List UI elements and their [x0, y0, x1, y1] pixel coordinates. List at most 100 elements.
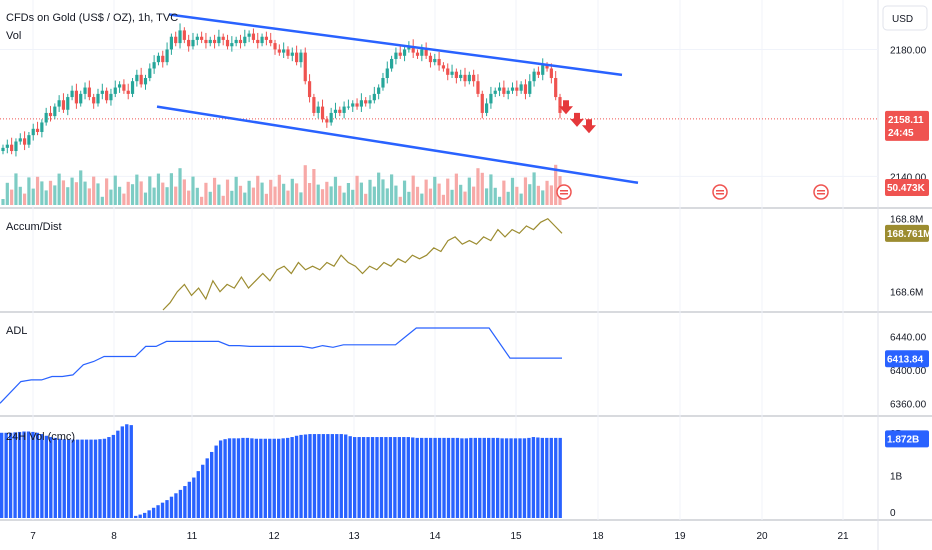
- candle-body: [70, 90, 74, 98]
- vol24-bar: [308, 434, 312, 518]
- candle-body: [156, 55, 161, 63]
- vol24-bar: [281, 438, 285, 518]
- volume-bar: [234, 176, 238, 205]
- volume-bar: [1, 199, 5, 205]
- candle-body: [22, 138, 27, 145]
- volume-bar: [105, 178, 109, 205]
- vol24-bar: [478, 437, 482, 518]
- vol24-bar: [134, 515, 138, 518]
- vol24-bar: [53, 437, 57, 518]
- vol24-bar: [31, 431, 35, 518]
- accum-last-value-bg: [885, 224, 929, 242]
- volume-bar: [489, 174, 493, 205]
- candle-body: [385, 68, 389, 79]
- candle-body: [195, 36, 199, 40]
- candle-body: [398, 52, 402, 56]
- volume-bar: [79, 170, 83, 205]
- vol24-bar: [384, 437, 388, 518]
- candle-body: [182, 30, 186, 40]
- adl-tick-label: 6440.00: [890, 332, 927, 343]
- vol24-bar: [482, 437, 486, 518]
- volume-bar: [312, 169, 316, 205]
- price-tick-label: 2180.00: [890, 45, 927, 56]
- vol24-bar: [299, 434, 303, 518]
- candle-body: [57, 100, 61, 107]
- sell-arrow-icon: [582, 119, 596, 134]
- vol24-bar: [263, 438, 267, 518]
- volume-bar: [217, 184, 221, 205]
- vol24-bar: [116, 430, 120, 518]
- candle-body: [510, 87, 515, 91]
- vol24-bar: [183, 486, 187, 518]
- candle-body: [251, 33, 256, 40]
- volume-bar: [92, 176, 96, 205]
- volume-bar: [325, 181, 329, 205]
- vol24-bar: [62, 439, 66, 518]
- vol24-last-value: 1.872B: [887, 434, 919, 445]
- candle-body: [450, 71, 454, 75]
- vol24-bar: [433, 437, 437, 518]
- accum-tick-label: 168.8M: [890, 215, 923, 226]
- candle-body: [364, 100, 368, 104]
- price-countdown: 24:45: [888, 128, 914, 139]
- vol24-bar: [330, 434, 335, 518]
- volume-bar: [536, 185, 541, 205]
- vol24-bar: [540, 437, 545, 518]
- vol24-bar: [196, 471, 200, 518]
- volume-bar: [191, 176, 195, 205]
- vol24-tick-label: 0: [890, 508, 896, 519]
- volume-bar: [204, 182, 208, 205]
- candle-body: [295, 52, 299, 63]
- us-flag-icon: [556, 184, 572, 200]
- vol24-bar: [397, 437, 402, 518]
- volume-bar: [256, 175, 260, 205]
- vol24-bar: [125, 424, 129, 518]
- candle-body: [126, 90, 130, 94]
- candle-body: [10, 144, 14, 152]
- candle-body: [472, 74, 476, 82]
- vol24-bar: [80, 439, 84, 518]
- candle-body: [83, 87, 87, 94]
- candle-body: [528, 81, 532, 94]
- channel-lower-line: [156, 105, 639, 185]
- candle-body: [230, 43, 234, 47]
- volume-bar: [299, 192, 303, 205]
- volume-bar: [22, 193, 27, 205]
- candle-body: [307, 81, 312, 98]
- vol24-bar: [451, 437, 455, 518]
- candle-body: [441, 65, 446, 69]
- volume-bar: [420, 193, 424, 205]
- volume-bars: [1, 164, 562, 205]
- vol24-bar: [236, 438, 241, 518]
- vol24-bar: [460, 438, 464, 518]
- vol24-bar: [156, 505, 160, 518]
- vol24-bar: [71, 439, 75, 518]
- volume-bar: [165, 187, 169, 205]
- candle-body: [264, 36, 268, 40]
- vol24-bar: [326, 434, 330, 518]
- vol24-bar: [89, 439, 93, 518]
- volume-bar: [264, 193, 268, 205]
- candle-body: [415, 52, 420, 56]
- indicator-lines: [0, 217, 563, 404]
- volume-bar: [117, 186, 122, 205]
- candle-body: [135, 74, 139, 82]
- candle-body: [359, 100, 363, 107]
- us-flag-icon-stripe: [716, 193, 724, 195]
- vol24-bar: [290, 437, 294, 518]
- volume-bar: [450, 189, 454, 205]
- candle-body: [428, 55, 433, 63]
- candle-body: [122, 84, 126, 91]
- candle-body: [282, 49, 286, 53]
- candle-body: [536, 71, 541, 75]
- volume-bar: [411, 175, 415, 205]
- volume-bar: [130, 184, 135, 205]
- volume-bar: [415, 186, 420, 205]
- candle-body: [174, 36, 178, 44]
- currency-button[interactable]: USD: [882, 5, 928, 31]
- volume-bar: [148, 176, 152, 205]
- symbol-title: CFDs on Gold (US$ / OZ), 1h, TVC: [6, 12, 178, 24]
- volume-bar: [139, 181, 143, 205]
- volume-bar: [424, 179, 428, 205]
